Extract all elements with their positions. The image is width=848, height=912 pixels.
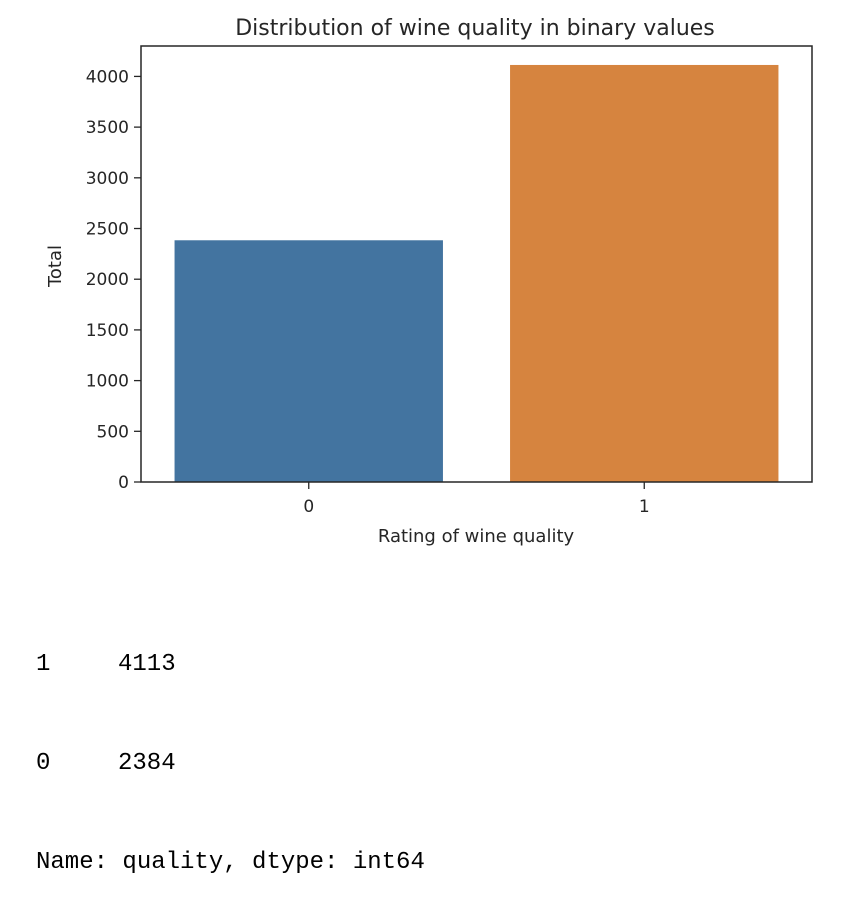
chart-canvas: Distribution of wine quality in binary v… xyxy=(45,16,813,547)
y-tick-label: 2500 xyxy=(86,220,129,240)
bar-0 xyxy=(174,240,443,482)
y-axis-ticks: 0 500 1000 1500 2000 2500 3000 3500 4000 xyxy=(86,67,141,493)
y-axis-label: Total xyxy=(45,245,66,288)
y-tick-label: 1500 xyxy=(86,321,129,341)
bar-chart: Distribution of wine quality in binary v… xyxy=(45,16,813,547)
x-tick-label: 0 xyxy=(303,497,314,517)
output-row-value: 4113 xyxy=(118,651,176,678)
console-output: 1 4113 0 2384 Name: quality, dtype: int64 xyxy=(36,582,425,912)
y-tick-label: 3000 xyxy=(86,169,129,189)
output-row-index: 1 xyxy=(36,651,51,678)
x-axis-label: Rating of wine quality xyxy=(378,526,575,547)
y-tick-label: 1000 xyxy=(86,372,129,392)
plot-frame xyxy=(140,45,813,483)
output-row: 0 2384 xyxy=(36,747,425,780)
y-tick-label: 0 xyxy=(118,473,129,493)
output-row-value: 2384 xyxy=(118,750,176,777)
output-footer: Name: quality, dtype: int64 xyxy=(36,849,425,876)
output-row-index: 0 xyxy=(36,750,51,777)
y-tick-label: 2000 xyxy=(86,270,129,290)
y-tick-label: 4000 xyxy=(86,67,129,87)
x-tick-label: 1 xyxy=(639,497,650,517)
y-tick-label: 3500 xyxy=(86,118,129,138)
bar-1 xyxy=(510,64,779,482)
bars xyxy=(174,64,779,482)
output-row: 1 4113 xyxy=(36,648,425,681)
chart-title: Distribution of wine quality in binary v… xyxy=(235,16,715,41)
y-tick-label: 500 xyxy=(97,422,129,442)
